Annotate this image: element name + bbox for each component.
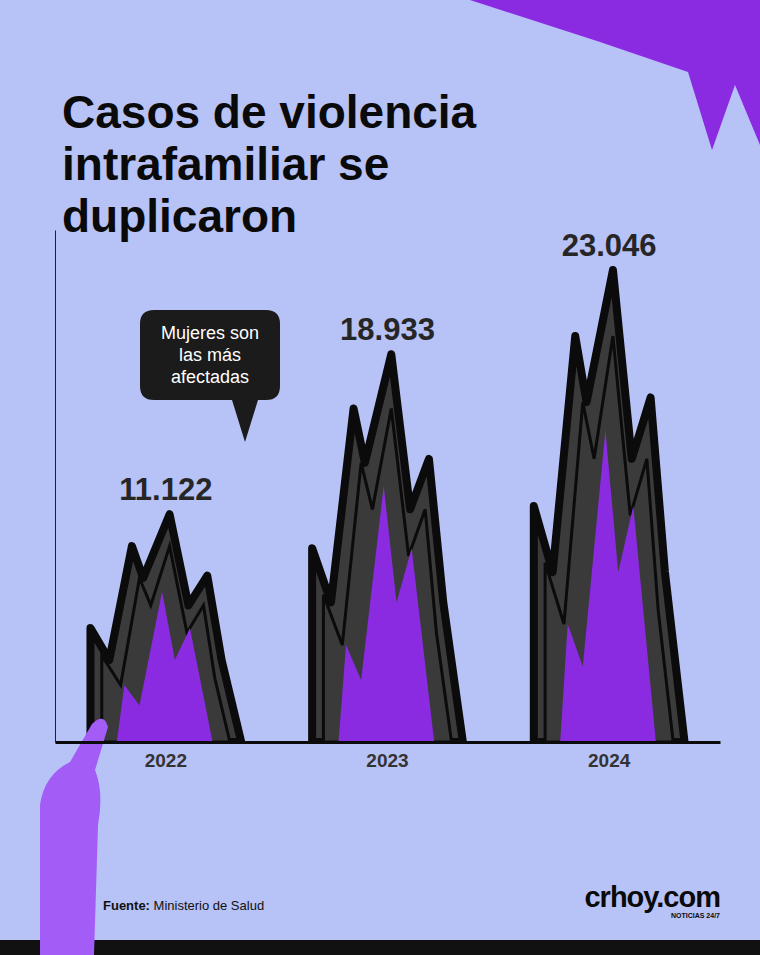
logo-tagline: NOTICIAS 24/7	[671, 912, 720, 919]
x-tick-label: 2022	[145, 750, 187, 771]
flame-inner	[560, 430, 656, 742]
decoration-burst	[470, 0, 760, 150]
flame-inner	[117, 592, 213, 742]
flame-inner	[339, 486, 435, 742]
x-axis-line	[56, 741, 721, 744]
y-axis	[55, 231, 56, 743]
logo: crhoy.com	[584, 881, 720, 913]
flame-inner-dark	[545, 336, 673, 742]
y-axis-line	[55, 231, 56, 743]
x-tick-label: 2024	[588, 750, 631, 771]
decoration-hand	[40, 719, 108, 955]
bubble-shape	[140, 310, 280, 442]
annotation: Mujeres sonlas másafectadas	[161, 323, 259, 387]
x-tick: 2023	[366, 742, 408, 771]
source: Fuente: Ministerio de Salud	[103, 898, 264, 913]
footer-band	[0, 940, 760, 955]
background	[0, 0, 760, 955]
flame-bar	[534, 270, 685, 742]
chart: Casos de violenciaintrafamiliar seduplic…	[0, 0, 760, 955]
data-label: 11.122	[119, 472, 212, 507]
x-tick-label: 2023	[366, 750, 408, 771]
data-label: 18.933	[340, 312, 435, 347]
flame-inner-dark	[102, 546, 230, 742]
flame-inner-dark	[323, 409, 451, 742]
data-label: 23.046	[562, 228, 657, 263]
flame-bar	[312, 354, 463, 742]
annotation-bubble: Mujeres sonlas másafectadas	[140, 310, 280, 442]
x-tick: 2024	[588, 742, 631, 771]
plot-area	[90, 270, 684, 742]
title: Casos de violenciaintrafamiliar seduplic…	[62, 86, 477, 242]
x-tick: 2022	[145, 742, 187, 771]
x-axis: 2022 2023 2024	[56, 742, 721, 771]
flame-bar	[90, 514, 241, 742]
